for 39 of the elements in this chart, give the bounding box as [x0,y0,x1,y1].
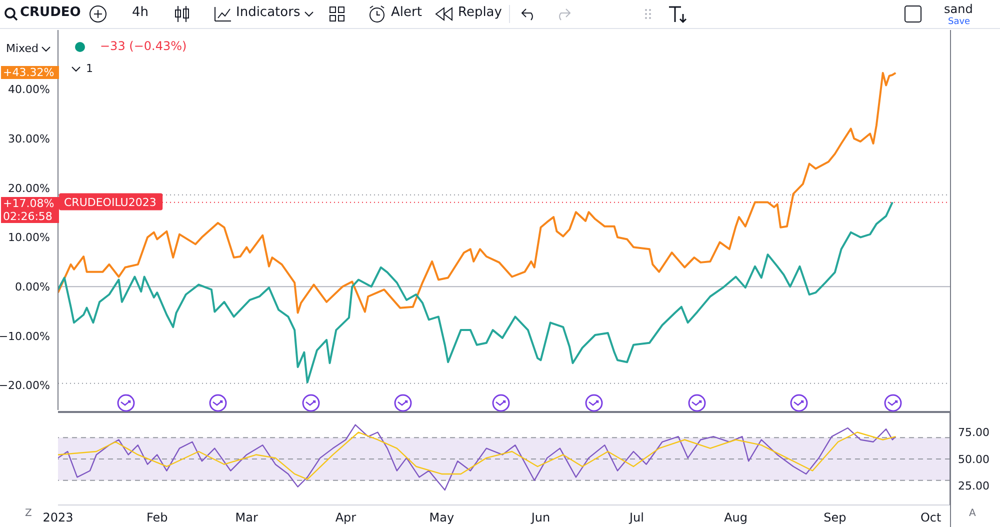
x-tick-label: Aug [724,510,748,525]
text: +43.32% [1,66,59,79]
text: A [969,507,976,520]
line-series [58,72,897,314]
annotation: 1 [86,62,93,75]
x-tick-label: Oct [920,510,942,525]
x-tick-label: Jun [530,510,550,525]
text: 02:26:58 [1,210,59,223]
y-tick-label: 0.00% [15,280,50,294]
x-tick-label: Apr [335,510,356,525]
y-tick-label: 30.00% [8,132,50,146]
y-tick-label: −20.00% [0,379,50,392]
text: Indicators [236,5,300,20]
text: Alert [391,5,422,20]
text: Mixed [6,42,38,55]
text: +17.08% [1,197,59,210]
x-tick-label: Mar [235,510,258,525]
text: sand [944,2,973,16]
text: CRUDEO [20,5,81,20]
y-tick-label: 10.00% [8,231,50,244]
text: Z [25,507,32,520]
annotation: −33 (−0.43%) [100,39,187,53]
text: Save [948,16,970,29]
line-series [58,432,896,480]
text: 4h [132,5,149,20]
x-tick-label: Sep [824,510,846,525]
y-tick-label: 20.00% [8,182,50,195]
text: CRUDEOILU2023 [64,196,156,210]
y-tick-label: 40.00% [8,83,50,96]
line-series [58,424,896,491]
y-tick-label: 75.00 [958,426,990,440]
x-tick-label: Jul [628,510,644,525]
text: Replay [458,5,502,20]
x-tick-label: 2023 [42,510,74,525]
y-tick-label: −10.00% [0,330,50,343]
x-tick-label: May [429,510,454,525]
y-tick-label: 50.00 [958,452,990,466]
x-tick-label: Feb [146,510,168,525]
y-tick-label: 25.00 [958,480,990,493]
